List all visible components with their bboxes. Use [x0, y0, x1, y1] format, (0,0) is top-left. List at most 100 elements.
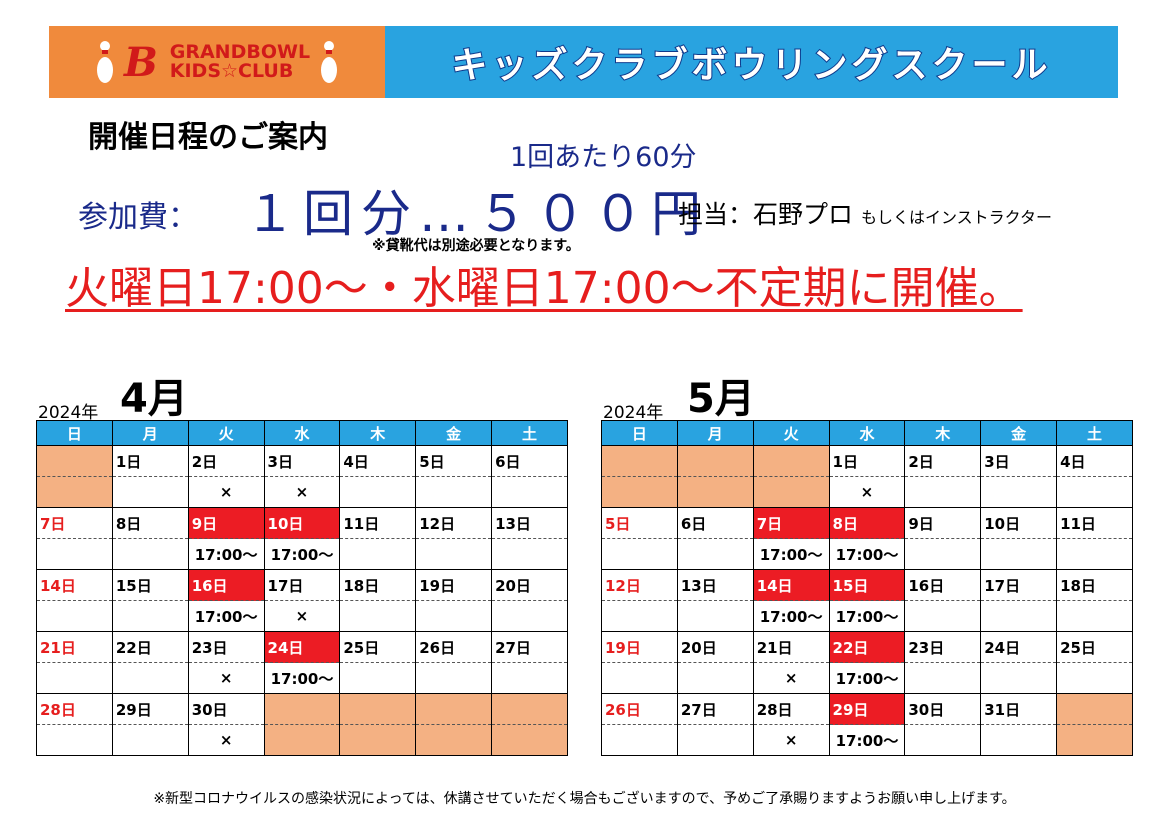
session-note-cell: [676, 662, 754, 694]
weekday-header: 木: [904, 420, 982, 446]
session-note-cell: [339, 538, 417, 570]
session-note-cell: [415, 662, 493, 694]
calendar-month: 4月: [120, 376, 188, 422]
shoe-note: ※貸靴代は別途必要となります。: [372, 238, 580, 254]
session-note-cell: ×: [263, 600, 341, 632]
session-note-cell: [111, 538, 189, 570]
day-cell: 19日: [415, 569, 493, 601]
session-note-cell: [36, 600, 113, 632]
week-day-row: 26日 27日 28日 29日 30日 31日: [601, 693, 1133, 725]
week-day-row: 7日 8日 9日 10日 11日 12日 13日: [36, 507, 568, 539]
staff-text: 担当：石野プロ もしくはインストラクター: [678, 195, 1052, 231]
day-cell: 16日: [904, 569, 982, 601]
weekday-header: 月: [676, 420, 754, 446]
session-note-cell: [1056, 538, 1133, 570]
logo-bottom-text: KIDS☆CLUB: [169, 60, 294, 82]
day-cell: [601, 445, 678, 477]
staff-note: もしくはインストラクター: [860, 208, 1053, 227]
weekday-header: 月: [111, 420, 189, 446]
session-note-cell: [36, 724, 113, 756]
week-note-row: × 17:00～: [36, 662, 568, 694]
fee-value: １回分…５００円: [245, 185, 709, 243]
day-cell: 2日: [904, 445, 982, 477]
weekday-header: 金: [980, 420, 1058, 446]
week-day-row: 5日 6日 7日 8日 9日 10日 11日: [601, 507, 1133, 539]
day-cell: 26日: [601, 693, 678, 725]
day-cell: 14日: [36, 569, 113, 601]
day-cell: 25日: [1056, 631, 1133, 663]
day-cell: 12日: [601, 569, 678, 601]
day-cell: 27日: [491, 631, 568, 663]
day-cell: 15日: [828, 569, 906, 601]
weekday-header: 日: [601, 420, 678, 446]
session-note-cell: 17:00～: [263, 662, 341, 694]
session-note-cell: [904, 724, 982, 756]
week-note-row: 17:00～ 17:00～: [601, 600, 1133, 632]
day-cell: 24日: [980, 631, 1058, 663]
week-day-row: 28日 29日 30日: [36, 693, 568, 725]
weekday-header: 火: [187, 420, 265, 446]
page-title: キッズクラブボウリングスクール: [450, 44, 1052, 87]
calendar-year: 2024年: [603, 403, 664, 423]
session-note-cell: [980, 724, 1058, 756]
day-cell: 7日: [752, 507, 830, 539]
session-note-cell: [676, 724, 754, 756]
session-note-cell: ×: [187, 476, 265, 508]
day-cell: 30日: [904, 693, 982, 725]
session-note-cell: [111, 724, 189, 756]
session-note-cell: [36, 476, 113, 508]
day-cell: [1056, 693, 1133, 725]
day-cell: 2日: [187, 445, 265, 477]
day-cell: 8日: [828, 507, 906, 539]
weekday-header: 金: [415, 420, 493, 446]
day-cell: 11日: [339, 507, 417, 539]
logo-top-text: GRANDBOWL: [169, 41, 311, 63]
session-note-cell: [415, 724, 493, 756]
week-note-row: × 17:00～: [601, 724, 1133, 756]
session-note-cell: ×: [752, 662, 830, 694]
day-cell: 16日: [187, 569, 265, 601]
calendar-grid: 日月火水木金土 1日 2日 3日 4日 × 5日 6日 7日 8日 9日 10日 11日 17:00～ 17…: [601, 420, 1133, 756]
session-note-cell: ×: [828, 476, 906, 508]
duration-text: 1回あたり60分: [510, 142, 697, 173]
day-cell: 23日: [904, 631, 982, 663]
session-note-cell: [111, 662, 189, 694]
session-note-cell: [111, 476, 189, 508]
day-cell: 12日: [415, 507, 493, 539]
day-cell: 11日: [1056, 507, 1133, 539]
week-day-row: 1日 2日 3日 4日: [601, 445, 1133, 477]
session-note-cell: [339, 600, 417, 632]
day-cell: 3日: [263, 445, 341, 477]
day-cell: 18日: [339, 569, 417, 601]
session-note-cell: 17:00～: [187, 538, 265, 570]
week-note-row: ×: [601, 476, 1133, 508]
day-cell: 25日: [339, 631, 417, 663]
session-note-cell: [491, 538, 568, 570]
session-note-cell: [601, 662, 678, 694]
session-note-cell: [36, 538, 113, 570]
day-cell: [752, 445, 830, 477]
session-note-cell: [980, 476, 1058, 508]
calendar-year: 2024年: [38, 403, 99, 423]
day-cell: 4日: [339, 445, 417, 477]
session-note-cell: [980, 538, 1058, 570]
day-cell: 10日: [980, 507, 1058, 539]
day-cell: 7日: [36, 507, 113, 539]
day-cell: 18日: [1056, 569, 1133, 601]
logo-text: GRANDBOWL KIDS☆CLUB: [170, 43, 310, 81]
day-cell: 27日: [676, 693, 754, 725]
day-cell: 29日: [111, 693, 189, 725]
session-note-cell: [1056, 662, 1133, 694]
session-note-cell: [752, 476, 830, 508]
session-note-cell: 17:00～: [187, 600, 265, 632]
bowling-pin-icon: [96, 41, 113, 83]
session-note-cell: [491, 476, 568, 508]
weekday-header: 火: [752, 420, 830, 446]
day-cell: 14日: [752, 569, 830, 601]
session-note-cell: ×: [752, 724, 830, 756]
day-cell: 28日: [36, 693, 113, 725]
day-cell: 22日: [828, 631, 906, 663]
logo-mark: B: [123, 38, 158, 86]
session-note-cell: [1056, 724, 1133, 756]
session-note-cell: [339, 662, 417, 694]
